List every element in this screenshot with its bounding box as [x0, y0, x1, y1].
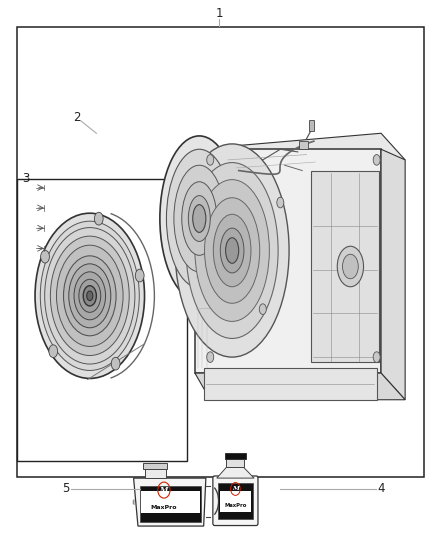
Ellipse shape [174, 165, 225, 272]
Text: 1: 1 [215, 7, 223, 20]
Polygon shape [195, 373, 405, 400]
Bar [309, 120, 314, 131]
Ellipse shape [83, 286, 96, 306]
Text: 2: 2 [73, 111, 81, 124]
Bar [225, 453, 246, 459]
Ellipse shape [111, 357, 120, 370]
Ellipse shape [226, 238, 239, 263]
Ellipse shape [343, 254, 358, 279]
Ellipse shape [45, 228, 135, 364]
Ellipse shape [205, 198, 260, 303]
Ellipse shape [87, 291, 93, 301]
Ellipse shape [207, 155, 214, 165]
Ellipse shape [49, 345, 58, 358]
Bar [17, 179, 187, 461]
Bar [220, 491, 251, 512]
Text: MaxPro: MaxPro [224, 503, 247, 508]
Text: MaxPro: MaxPro [151, 505, 177, 510]
Ellipse shape [373, 155, 380, 165]
Bar [299, 141, 308, 149]
Ellipse shape [175, 144, 289, 357]
Ellipse shape [186, 163, 278, 338]
Text: M: M [232, 487, 239, 491]
Polygon shape [195, 149, 381, 373]
Text: 4: 4 [377, 482, 385, 495]
Bar [145, 469, 166, 478]
Ellipse shape [182, 182, 217, 255]
Ellipse shape [166, 149, 232, 288]
Bar [311, 171, 379, 362]
Ellipse shape [40, 221, 139, 370]
Ellipse shape [213, 214, 251, 287]
Text: M: M [160, 486, 168, 494]
Polygon shape [195, 133, 405, 175]
Bar [140, 486, 201, 522]
Bar [143, 463, 167, 469]
Ellipse shape [193, 205, 206, 232]
Ellipse shape [195, 180, 269, 321]
Bar [17, 27, 424, 477]
Ellipse shape [50, 236, 129, 356]
Ellipse shape [79, 279, 101, 312]
Ellipse shape [69, 264, 111, 328]
Polygon shape [381, 149, 405, 400]
FancyBboxPatch shape [213, 476, 258, 526]
Polygon shape [134, 478, 206, 526]
Bar [141, 491, 200, 513]
Ellipse shape [135, 269, 144, 282]
Bar [226, 459, 244, 467]
Text: 5: 5 [62, 482, 69, 495]
Ellipse shape [74, 272, 106, 320]
Ellipse shape [94, 212, 103, 225]
Ellipse shape [57, 245, 123, 346]
Ellipse shape [188, 196, 210, 241]
Ellipse shape [64, 256, 116, 336]
Ellipse shape [35, 213, 145, 378]
Polygon shape [217, 467, 254, 478]
Ellipse shape [259, 304, 266, 314]
Ellipse shape [41, 250, 49, 263]
Ellipse shape [160, 136, 239, 301]
Ellipse shape [277, 197, 284, 208]
Bar [218, 483, 253, 519]
Ellipse shape [207, 352, 214, 362]
Ellipse shape [337, 246, 364, 287]
Ellipse shape [220, 228, 244, 273]
Bar [204, 368, 377, 400]
Ellipse shape [373, 352, 380, 362]
Text: 3: 3 [23, 172, 30, 185]
